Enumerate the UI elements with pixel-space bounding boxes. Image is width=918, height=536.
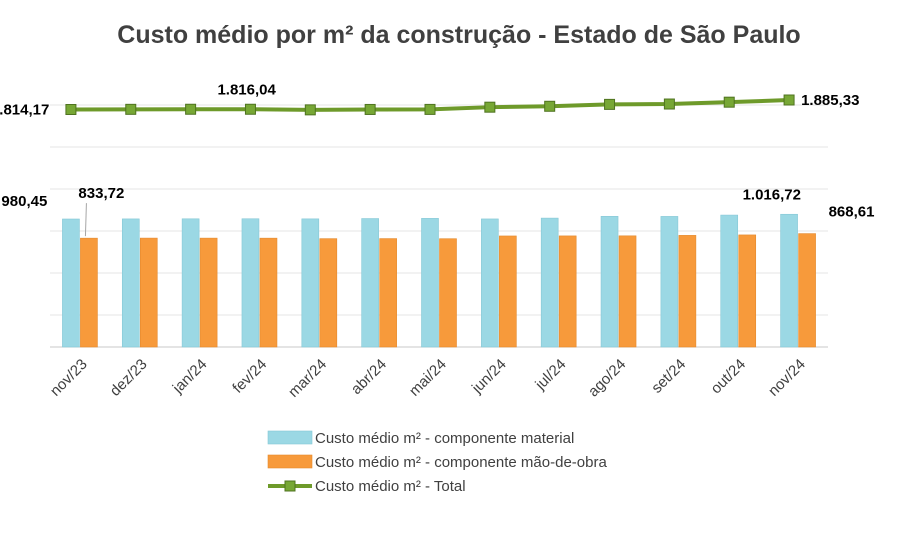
legend: Custo médio m² - componente material Cust… xyxy=(267,430,607,495)
bar-material xyxy=(481,218,499,348)
bar-mao-de-obra xyxy=(139,237,158,348)
x-tick-label: fev/24 xyxy=(229,356,270,397)
bar-material xyxy=(660,216,679,348)
x-tick-label: jun/24 xyxy=(468,356,510,398)
bar-material xyxy=(62,218,80,348)
legend-label: Custo médio m² - componente mão-de-obra xyxy=(315,454,607,471)
line-point-total xyxy=(663,98,675,110)
x-tick-label: ago/24 xyxy=(585,356,629,400)
bar-material xyxy=(600,216,619,348)
line-point-total xyxy=(544,100,556,112)
line-point-total xyxy=(364,103,376,115)
data-label-leader xyxy=(84,203,87,237)
bar-mao-de-obra xyxy=(439,238,457,348)
data-label: 1.016,72 xyxy=(743,186,801,203)
bar-mao-de-obra xyxy=(199,237,218,348)
bar-material xyxy=(361,218,379,348)
line-point-total xyxy=(484,101,496,113)
x-tick-label: set/24 xyxy=(648,356,689,397)
data-labels: 980,45 833,72 1.814,17 1.816,04 1.016,72 868,… xyxy=(0,81,875,237)
line-point-total xyxy=(783,94,795,106)
line-point-total xyxy=(723,96,735,108)
bar-mao-de-obra xyxy=(319,238,338,348)
x-tick-label: dez/23 xyxy=(107,356,151,400)
legend-label: Custo médio m² - componente material xyxy=(315,430,574,447)
legend-swatch xyxy=(267,430,313,445)
x-axis: nov/23 dez/23 jan/24 fev/24 mar/24 abr/24 mai/… xyxy=(47,356,809,401)
bar-series xyxy=(62,213,816,348)
data-label: 833,72 xyxy=(78,185,124,202)
bar-material xyxy=(720,214,739,348)
data-label: 1.885,33 xyxy=(801,92,859,109)
bar-mao-de-obra xyxy=(499,235,517,348)
bar-material xyxy=(241,218,260,348)
line-point-total xyxy=(65,104,77,115)
line-point-total xyxy=(244,103,256,115)
legend-swatch-marker xyxy=(284,480,296,492)
line-point-total xyxy=(185,103,197,115)
line-series xyxy=(65,94,795,116)
bar-mao-de-obra xyxy=(738,234,757,348)
bar-mao-de-obra xyxy=(618,235,637,348)
gridlines xyxy=(50,104,828,348)
data-label: 1.814,17 xyxy=(0,102,49,119)
bar-material xyxy=(301,218,320,348)
data-label: 1.816,04 xyxy=(217,81,276,98)
x-tick-label: abr/24 xyxy=(348,356,390,398)
x-tick-label: mai/24 xyxy=(406,356,450,400)
data-label: 980,45 xyxy=(1,193,47,210)
bar-material xyxy=(181,218,200,348)
x-tick-label: nov/23 xyxy=(47,356,91,400)
line-point-total xyxy=(125,103,137,115)
bar-material xyxy=(540,217,559,348)
data-label: 868,61 xyxy=(829,204,875,221)
x-tick-label: jul/24 xyxy=(531,356,569,394)
legend-swatch xyxy=(267,454,313,469)
bar-mao-de-obra xyxy=(678,235,697,348)
bar-mao-de-obra xyxy=(558,235,577,348)
bar-mao-de-obra xyxy=(259,237,278,348)
chart-title: Custo médio por m² da construção - Estad… xyxy=(117,21,800,49)
bar-mao-de-obra xyxy=(798,233,816,348)
x-tick-label: jan/24 xyxy=(169,356,211,398)
x-tick-label: mar/24 xyxy=(285,356,330,401)
x-tick-label: out/24 xyxy=(708,356,750,398)
bar-material xyxy=(421,218,439,348)
bar-material xyxy=(780,213,798,348)
bar-material xyxy=(121,218,140,348)
line-point-total xyxy=(604,98,616,110)
line-point-total xyxy=(424,103,436,115)
bar-mao-de-obra xyxy=(80,237,98,348)
x-tick-label: nov/24 xyxy=(765,356,809,400)
legend-label: Custo médio m² - Total xyxy=(315,478,466,495)
bar-mao-de-obra xyxy=(379,238,397,348)
line-point-total xyxy=(304,104,316,116)
